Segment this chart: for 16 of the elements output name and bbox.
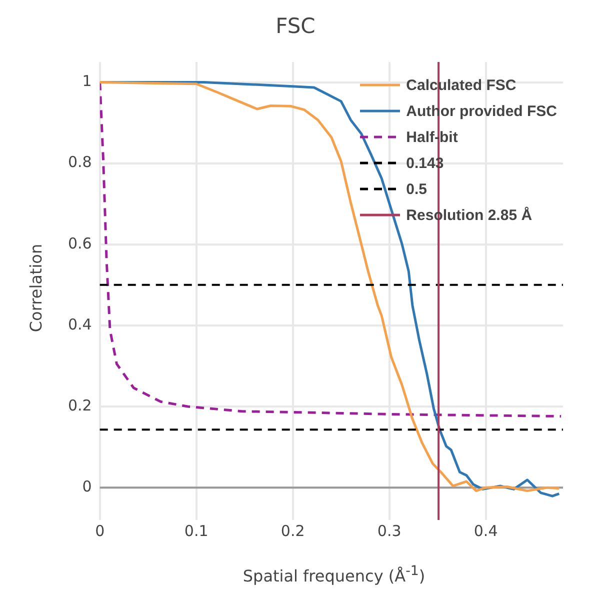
x-tick-label: 0.4	[474, 522, 498, 540]
legend-label: 0.5	[406, 180, 428, 198]
x-tick-label: 0.2	[280, 522, 305, 540]
y-tick-label: 0.8	[68, 153, 92, 172]
y-tick-label: 1	[82, 72, 92, 90]
y-tick-label: 0.2	[68, 396, 92, 414]
line-series	[100, 81, 562, 418]
x-axis-title: Spatial frequency (Å$^{-1}$)	[242, 564, 426, 586]
y-tick-label: 0	[82, 477, 92, 496]
x-tick-label: 0.1	[184, 522, 208, 540]
x-tick-label: 0.3	[377, 522, 402, 540]
x-tick-label: 0	[95, 522, 105, 540]
y-tick-label: 0.6	[68, 234, 92, 252]
y-axis-title: Correlation	[26, 244, 46, 332]
chart-title: FSC	[274, 14, 316, 38]
y-tick-label: 0.4	[68, 315, 92, 334]
